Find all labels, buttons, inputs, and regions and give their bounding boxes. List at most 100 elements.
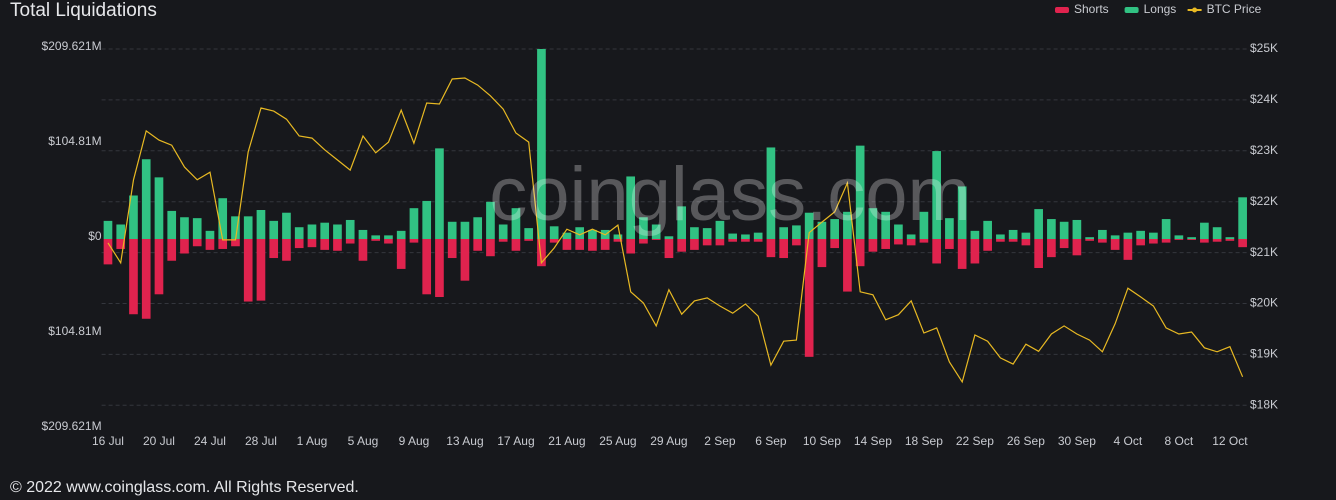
bar — [677, 206, 687, 239]
bar — [256, 209, 266, 239]
bar — [702, 228, 712, 239]
bar — [1187, 237, 1196, 239]
bar — [537, 239, 546, 267]
y-tick-label: $0 — [88, 229, 102, 243]
y2-tick-label: $19K — [1250, 347, 1278, 361]
y2-tick-label: $25K — [1250, 41, 1278, 55]
y-tick-label: $104.81M — [48, 134, 101, 148]
bar — [830, 219, 839, 239]
bar — [1110, 239, 1120, 250]
bar — [957, 239, 967, 269]
bar — [116, 224, 126, 239]
bar — [1149, 239, 1158, 244]
bar — [435, 239, 444, 298]
bar — [906, 239, 916, 246]
y2-tick-label: $18K — [1250, 397, 1278, 411]
bar — [371, 235, 381, 239]
bar — [1047, 239, 1056, 258]
legend-swatch — [1124, 7, 1139, 13]
y-tick-label: $209.621M — [42, 419, 102, 433]
bar — [409, 239, 419, 243]
bar — [779, 239, 789, 259]
bar — [945, 239, 954, 249]
bar — [103, 220, 113, 239]
bar — [384, 235, 393, 239]
bar — [1212, 239, 1222, 242]
bar — [384, 239, 393, 244]
bar — [843, 239, 852, 292]
bar — [1021, 239, 1031, 246]
y-tick-label: $104.81M — [48, 324, 101, 338]
bar — [129, 239, 138, 315]
bar — [1212, 227, 1222, 239]
bar — [728, 239, 738, 242]
bar — [1187, 239, 1196, 240]
bar — [613, 239, 623, 242]
bar — [1238, 239, 1247, 248]
bar — [1098, 239, 1107, 243]
legend-swatch — [1055, 7, 1069, 13]
bar — [562, 232, 572, 239]
bar — [792, 239, 801, 246]
bar — [269, 239, 279, 259]
bar — [307, 224, 317, 239]
bar — [562, 239, 572, 250]
bar — [180, 239, 189, 254]
y2-tick-label: $23K — [1250, 143, 1278, 157]
bar — [1123, 232, 1133, 239]
bar — [1238, 197, 1247, 239]
bar — [537, 49, 546, 239]
bar — [690, 239, 699, 250]
y-tick-label: $209.621M — [42, 39, 102, 53]
bar — [613, 234, 623, 239]
bar — [690, 227, 699, 239]
x-tick-label: 28 Jul — [245, 434, 277, 448]
bar — [970, 230, 980, 239]
bar — [753, 232, 763, 239]
bar — [320, 239, 330, 250]
bar — [1161, 239, 1171, 243]
bar — [817, 239, 827, 268]
bar — [753, 239, 763, 242]
bar — [741, 239, 750, 242]
bar — [983, 220, 992, 239]
bar — [1072, 239, 1082, 256]
bar — [333, 224, 342, 239]
bar — [626, 176, 636, 239]
x-tick-label: 10 Sep — [803, 434, 841, 448]
bar — [575, 227, 585, 239]
bar — [1225, 239, 1235, 241]
bar — [460, 221, 470, 239]
bar — [180, 217, 189, 239]
bar — [1110, 235, 1120, 239]
bar — [996, 239, 1005, 242]
y2-tick-label: $22K — [1250, 194, 1278, 208]
bar — [1174, 239, 1184, 240]
bar — [205, 239, 215, 250]
bar — [447, 239, 457, 259]
bar — [626, 239, 636, 254]
bar — [894, 224, 903, 239]
legend-label: Longs — [1144, 2, 1177, 16]
bar — [192, 239, 202, 247]
bar — [639, 239, 648, 244]
x-tick-label: 20 Jul — [143, 434, 175, 448]
bar — [103, 239, 113, 265]
x-tick-label: 18 Sep — [905, 434, 943, 448]
y2-tick-label: $24K — [1250, 92, 1278, 106]
bar — [664, 236, 674, 239]
bar — [919, 239, 929, 243]
bar — [498, 224, 508, 239]
bar — [422, 200, 432, 239]
x-tick-label: 4 Oct — [1114, 434, 1143, 448]
x-tick-label: 1 Aug — [297, 434, 328, 448]
x-tick-label: 16 Jul — [92, 434, 124, 448]
bar — [243, 239, 253, 302]
bar — [651, 224, 661, 239]
bar — [1059, 221, 1069, 239]
bar — [549, 239, 559, 243]
bar — [881, 211, 890, 239]
bar — [1008, 239, 1018, 242]
bar — [511, 208, 521, 239]
